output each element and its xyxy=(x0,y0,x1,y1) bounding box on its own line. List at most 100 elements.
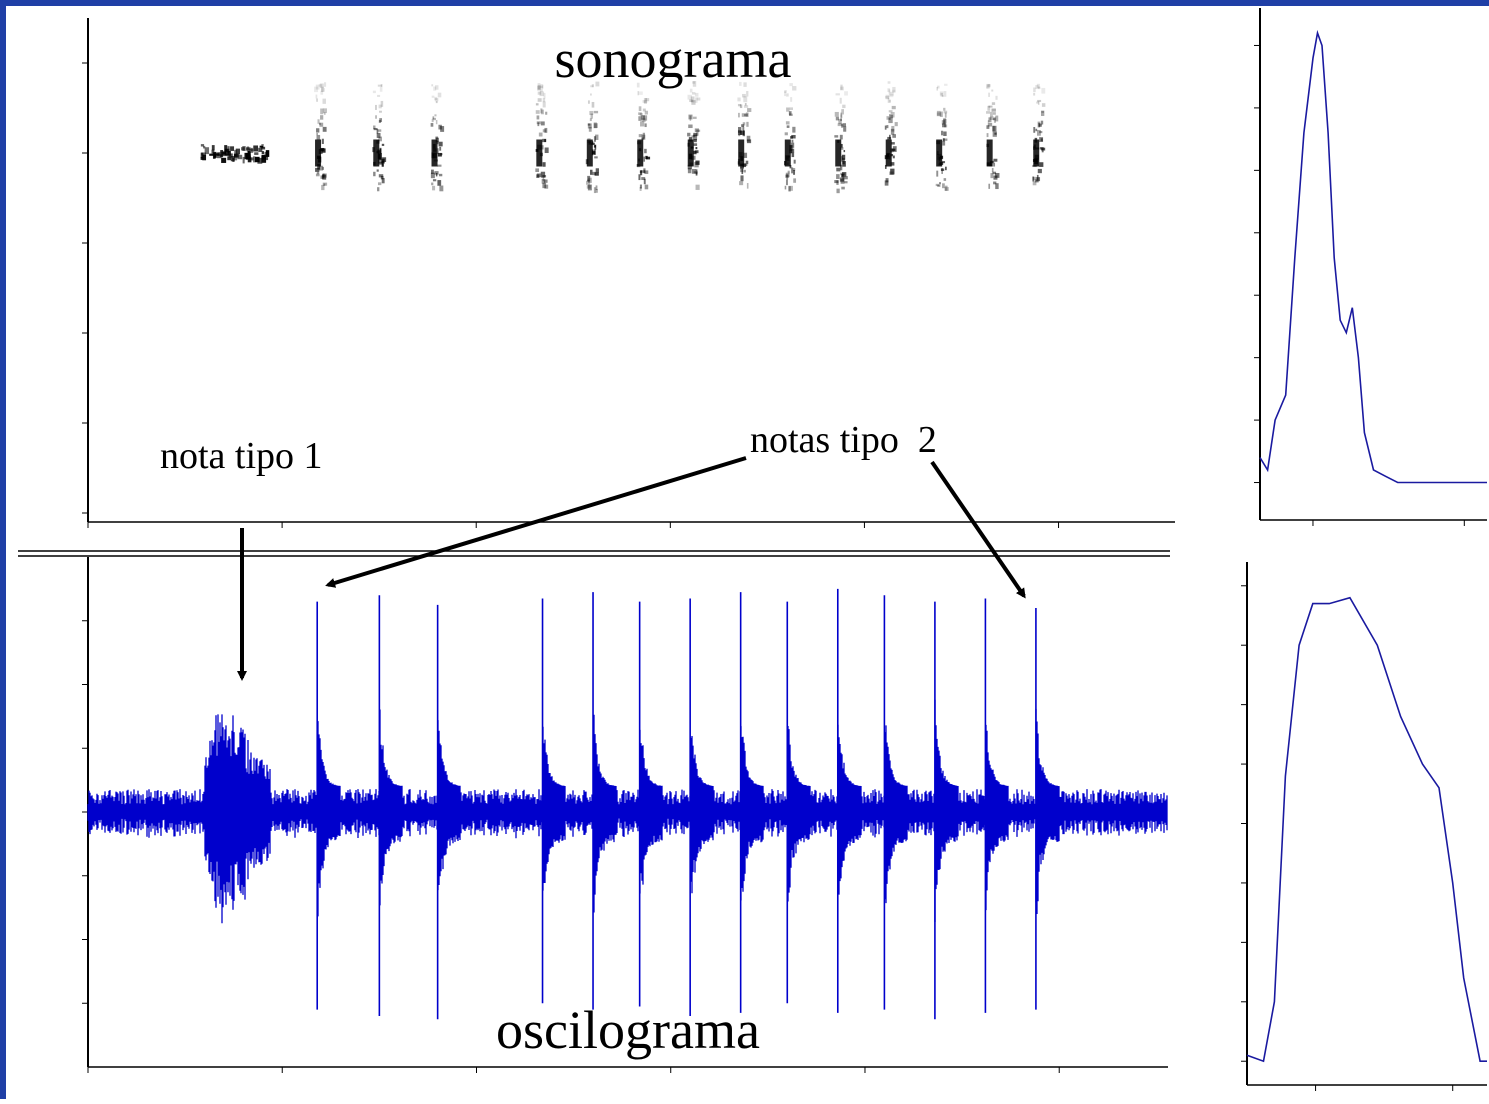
sonogram-note-type2-mark xyxy=(1036,101,1039,104)
sonogram-note-type2-mark xyxy=(888,93,894,98)
sonogram-note-type2 xyxy=(783,83,797,192)
sonogram-note-type2-mark xyxy=(378,136,382,142)
arrow-notas-tipo-2-right xyxy=(930,460,1026,599)
sonogram-note-type1-mark xyxy=(253,156,256,163)
oscillogram-envelope xyxy=(87,699,1168,924)
sonogram-note-type2-mark xyxy=(995,183,999,190)
sonogram-note-type2-mark xyxy=(696,129,701,132)
sonogram-note-type1-mark xyxy=(259,145,264,148)
sonogram-note-type2-mark xyxy=(320,108,324,115)
sonogram-note-type2-mark xyxy=(434,96,438,101)
sonogram-note-type2-mark xyxy=(587,123,592,129)
sonogram-note-type2-mark xyxy=(785,179,788,186)
sonogram-note-type1-mark xyxy=(261,151,265,155)
spectrum-top-panel xyxy=(1254,8,1487,526)
sonogram-note-type2-mark xyxy=(694,92,699,97)
sonogram-note-type2-mark xyxy=(638,134,643,138)
sonogram-note-type2-mark xyxy=(688,114,693,120)
sonogram-note-type2-mark xyxy=(887,88,890,93)
sonogram-note-type2-mark xyxy=(691,169,697,174)
sonogram-note-type2 xyxy=(636,82,651,191)
sonogram-note-type2-mark xyxy=(990,173,994,179)
sonogram-note-type2-mark xyxy=(322,108,327,114)
sonogram-note-type2-mark xyxy=(691,92,696,95)
sonogram-note-type2-mark xyxy=(379,162,384,165)
sonogram-note-type2-mark xyxy=(638,116,642,121)
sonogram-note-type2 xyxy=(986,83,1000,190)
sonogram-note-type2-mark xyxy=(942,123,946,128)
sonogram-note-type2-mark xyxy=(746,182,749,189)
sonogram-note-type2-mark xyxy=(788,111,792,116)
sonogram-note-type2-mark xyxy=(987,105,991,111)
sonogram-note-type2-mark xyxy=(641,118,646,123)
sonogram-note-type2-mark xyxy=(885,94,889,100)
sonogram-note-type2-mark xyxy=(743,82,747,87)
sonogram-note-type2-mark xyxy=(739,181,744,186)
sonogram-note-type2-mark xyxy=(316,171,320,175)
sonogram-note-type2-mark xyxy=(791,142,795,148)
sonogram-note-type2-mark xyxy=(839,147,844,150)
sonogram-note-type2-mark xyxy=(541,178,546,184)
sonogram-note-type1-mark xyxy=(261,144,264,149)
sonogram-note-type2-mark xyxy=(323,173,327,178)
sonogram-note-type2-mark xyxy=(380,84,383,88)
sonogram-note-type2-mark xyxy=(379,147,382,154)
sonogram-note-type2-mark xyxy=(738,112,740,118)
sonogram-note-type2-mark xyxy=(322,182,328,186)
sonogram-note-type2-mark xyxy=(1040,138,1043,142)
sonogram-note-type2-mark xyxy=(784,132,788,136)
sonogram-note-type2-mark xyxy=(693,132,698,137)
sonogram-note-type2-mark xyxy=(937,85,940,89)
sonogram-note-type2-mark xyxy=(694,128,699,133)
sonogram-note-type2-mark xyxy=(375,104,377,110)
sonogram-note-type2-mark xyxy=(942,183,945,189)
sonogram-note-type2-mark xyxy=(834,180,839,184)
sonogram-note-type2-mark xyxy=(440,126,445,132)
sonogram-note-type2-mark xyxy=(688,124,693,129)
spectrum-bottom-panel xyxy=(1241,562,1487,1091)
sonogram-note-type2-mark xyxy=(840,143,843,148)
sonogram-note-type2-mark xyxy=(739,104,743,109)
sonogram-note-type2-mark xyxy=(844,181,848,184)
sonogram-note-type2-mark xyxy=(786,93,789,97)
sonogram-note-type2-mark xyxy=(320,175,324,179)
sonogram-note-type2-mark xyxy=(315,167,320,172)
sonogram-note-type2-mark xyxy=(322,98,326,104)
sonogram-note-type2-mark xyxy=(988,105,993,108)
sonogram-note-type2-mark xyxy=(889,91,894,96)
sonogram-note-type1-mark xyxy=(227,156,231,161)
sonogram-note-type2-mark xyxy=(643,178,646,185)
sonogram-note-type2-mark xyxy=(835,93,840,96)
sonogram-note-type2-mark xyxy=(992,125,997,132)
sonogram-note-type2-mark xyxy=(839,97,842,104)
sonogram-note-type2-mark xyxy=(643,156,646,162)
sonogram-note-type2-mark xyxy=(886,125,889,129)
sonogram-note-type2-mark xyxy=(595,188,598,193)
sonogram-note-type2-core xyxy=(373,139,380,167)
sonogram-note-type1-mark xyxy=(246,156,249,160)
sonogram-note-type2-mark xyxy=(590,85,594,88)
sonogram-note-type2-mark xyxy=(642,100,646,103)
sonogram-note-type2-mark xyxy=(789,107,793,110)
sonogram-note-type2-mark xyxy=(590,93,592,96)
sonogram-note-type2-mark xyxy=(1040,120,1044,125)
sonogram-note-type2-mark xyxy=(695,184,700,190)
sonogram-note-type2-mark xyxy=(696,97,701,101)
sonogram-note-type2-mark xyxy=(314,86,319,93)
sonogram-note-type2-mark xyxy=(788,186,791,192)
sonogram-note-type2-mark xyxy=(433,86,437,91)
sonogram-note-type2-mark xyxy=(1033,127,1036,133)
sonogram-note-type2-mark xyxy=(321,184,325,191)
sonogram-note-type2-mark xyxy=(322,174,325,179)
sonogram-note-type2-mark xyxy=(593,123,598,129)
sonogram-note-type1-mark xyxy=(261,146,266,150)
sonogram-note-type2-mark xyxy=(892,89,896,93)
sonogram-note-type2-mark xyxy=(793,159,796,164)
sonogram-note-type2-mark xyxy=(944,185,948,191)
sonogram-note-type2-mark xyxy=(536,174,540,178)
sonogram-note-type2-mark xyxy=(792,168,796,171)
sonogram-note-type2 xyxy=(834,84,848,194)
sonogram-note-type2-mark xyxy=(936,86,939,91)
sonogram-note-type2-mark xyxy=(1032,181,1037,186)
sonogram-note-type1-mark xyxy=(249,148,254,153)
